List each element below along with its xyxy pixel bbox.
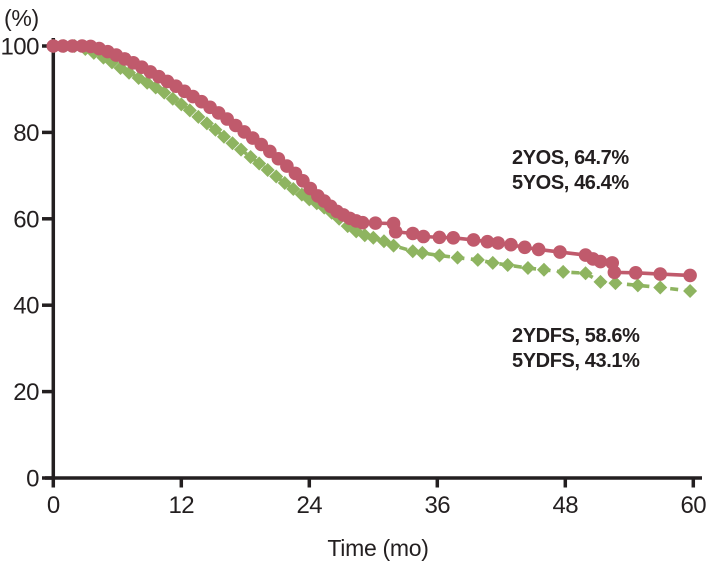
dfs-marker <box>157 85 172 100</box>
y-tick-label: 60 <box>13 206 39 233</box>
dfs-marker <box>500 258 515 273</box>
dfs-marker <box>208 122 223 137</box>
y-tick-label: 80 <box>13 120 39 147</box>
dfs-marker <box>405 244 420 259</box>
dfs-marker <box>520 261 535 276</box>
annotation-5yos: 5YOS, 46.4% <box>512 172 629 194</box>
os-marker <box>491 236 505 250</box>
dfs-marker <box>216 129 231 144</box>
os-marker <box>466 233 481 247</box>
dfs-marker <box>556 264 571 279</box>
x-tick-label: 48 <box>552 492 578 519</box>
dfs-marker <box>470 252 485 267</box>
dfs-marker <box>277 175 292 190</box>
os-marker <box>388 224 403 239</box>
x-tick-label: 12 <box>168 492 194 519</box>
dfs-marker <box>578 266 593 281</box>
dfs-marker <box>225 136 240 151</box>
os-marker <box>446 231 461 245</box>
y-tick-label: 0 <box>26 466 39 493</box>
dfs-marker <box>182 103 197 118</box>
os-marker <box>517 240 532 255</box>
annotation-5ydfs: 5YDFS, 43.1% <box>512 350 640 372</box>
dfs-marker <box>386 238 401 253</box>
series-curves <box>46 39 698 298</box>
dfs-marker <box>608 276 623 291</box>
dfs-marker <box>630 278 645 293</box>
os-marker <box>607 265 622 280</box>
x-tick-label: 60 <box>680 492 706 519</box>
dfs-marker <box>174 97 189 112</box>
x-tick-label: 0 <box>47 492 60 519</box>
dfs-marker <box>536 262 551 277</box>
os-marker <box>480 234 495 249</box>
os-marker <box>355 215 370 230</box>
dfs-marker <box>191 109 206 124</box>
dfs-marker <box>269 169 284 184</box>
dfs-marker <box>165 91 180 106</box>
dfs-marker <box>432 248 447 263</box>
os-marker <box>593 254 608 269</box>
dfs-marker <box>199 116 214 131</box>
series-os <box>46 39 697 283</box>
axes: 0 20 40 60 80 100 0 12 24 36 48 60 <box>0 34 706 520</box>
os-marker <box>405 226 420 241</box>
x-axis-title: Time (mo) <box>327 535 428 561</box>
os-marker <box>553 245 567 259</box>
y-tick-label: 40 <box>13 293 39 320</box>
dfs-marker <box>234 142 249 157</box>
y-tick-label: 100 <box>0 34 39 61</box>
os-marker <box>432 230 447 245</box>
dfs-marker <box>450 250 465 265</box>
os-marker <box>416 229 431 244</box>
dfs-marker <box>286 181 301 196</box>
os-marker <box>628 266 643 280</box>
dfs-marker <box>260 162 275 177</box>
dfs-marker <box>415 245 430 260</box>
annotation-2ydfs: 2YDFS, 58.6% <box>512 325 640 347</box>
os-marker <box>504 237 518 252</box>
dfs-marker <box>593 274 608 289</box>
dfs-marker <box>683 283 698 298</box>
os-marker <box>683 268 697 283</box>
dfs-marker <box>243 150 258 165</box>
os-marker <box>531 242 546 257</box>
x-tick-label: 36 <box>424 492 450 519</box>
annotation-2yos: 2YOS, 64.7% <box>512 147 629 169</box>
dfs-marker <box>366 230 381 245</box>
os-marker <box>368 216 383 230</box>
os-marker <box>65 39 80 53</box>
dfs-marker <box>485 255 500 270</box>
y-tick-label: 20 <box>13 379 39 406</box>
dfs-marker <box>653 280 668 295</box>
os-marker <box>56 39 70 53</box>
os-marker <box>653 267 668 281</box>
y-axis-unit-label: (%) <box>4 5 39 31</box>
os-marker <box>46 39 61 53</box>
dfs-marker <box>252 156 267 171</box>
x-tick-label: 24 <box>296 492 322 519</box>
